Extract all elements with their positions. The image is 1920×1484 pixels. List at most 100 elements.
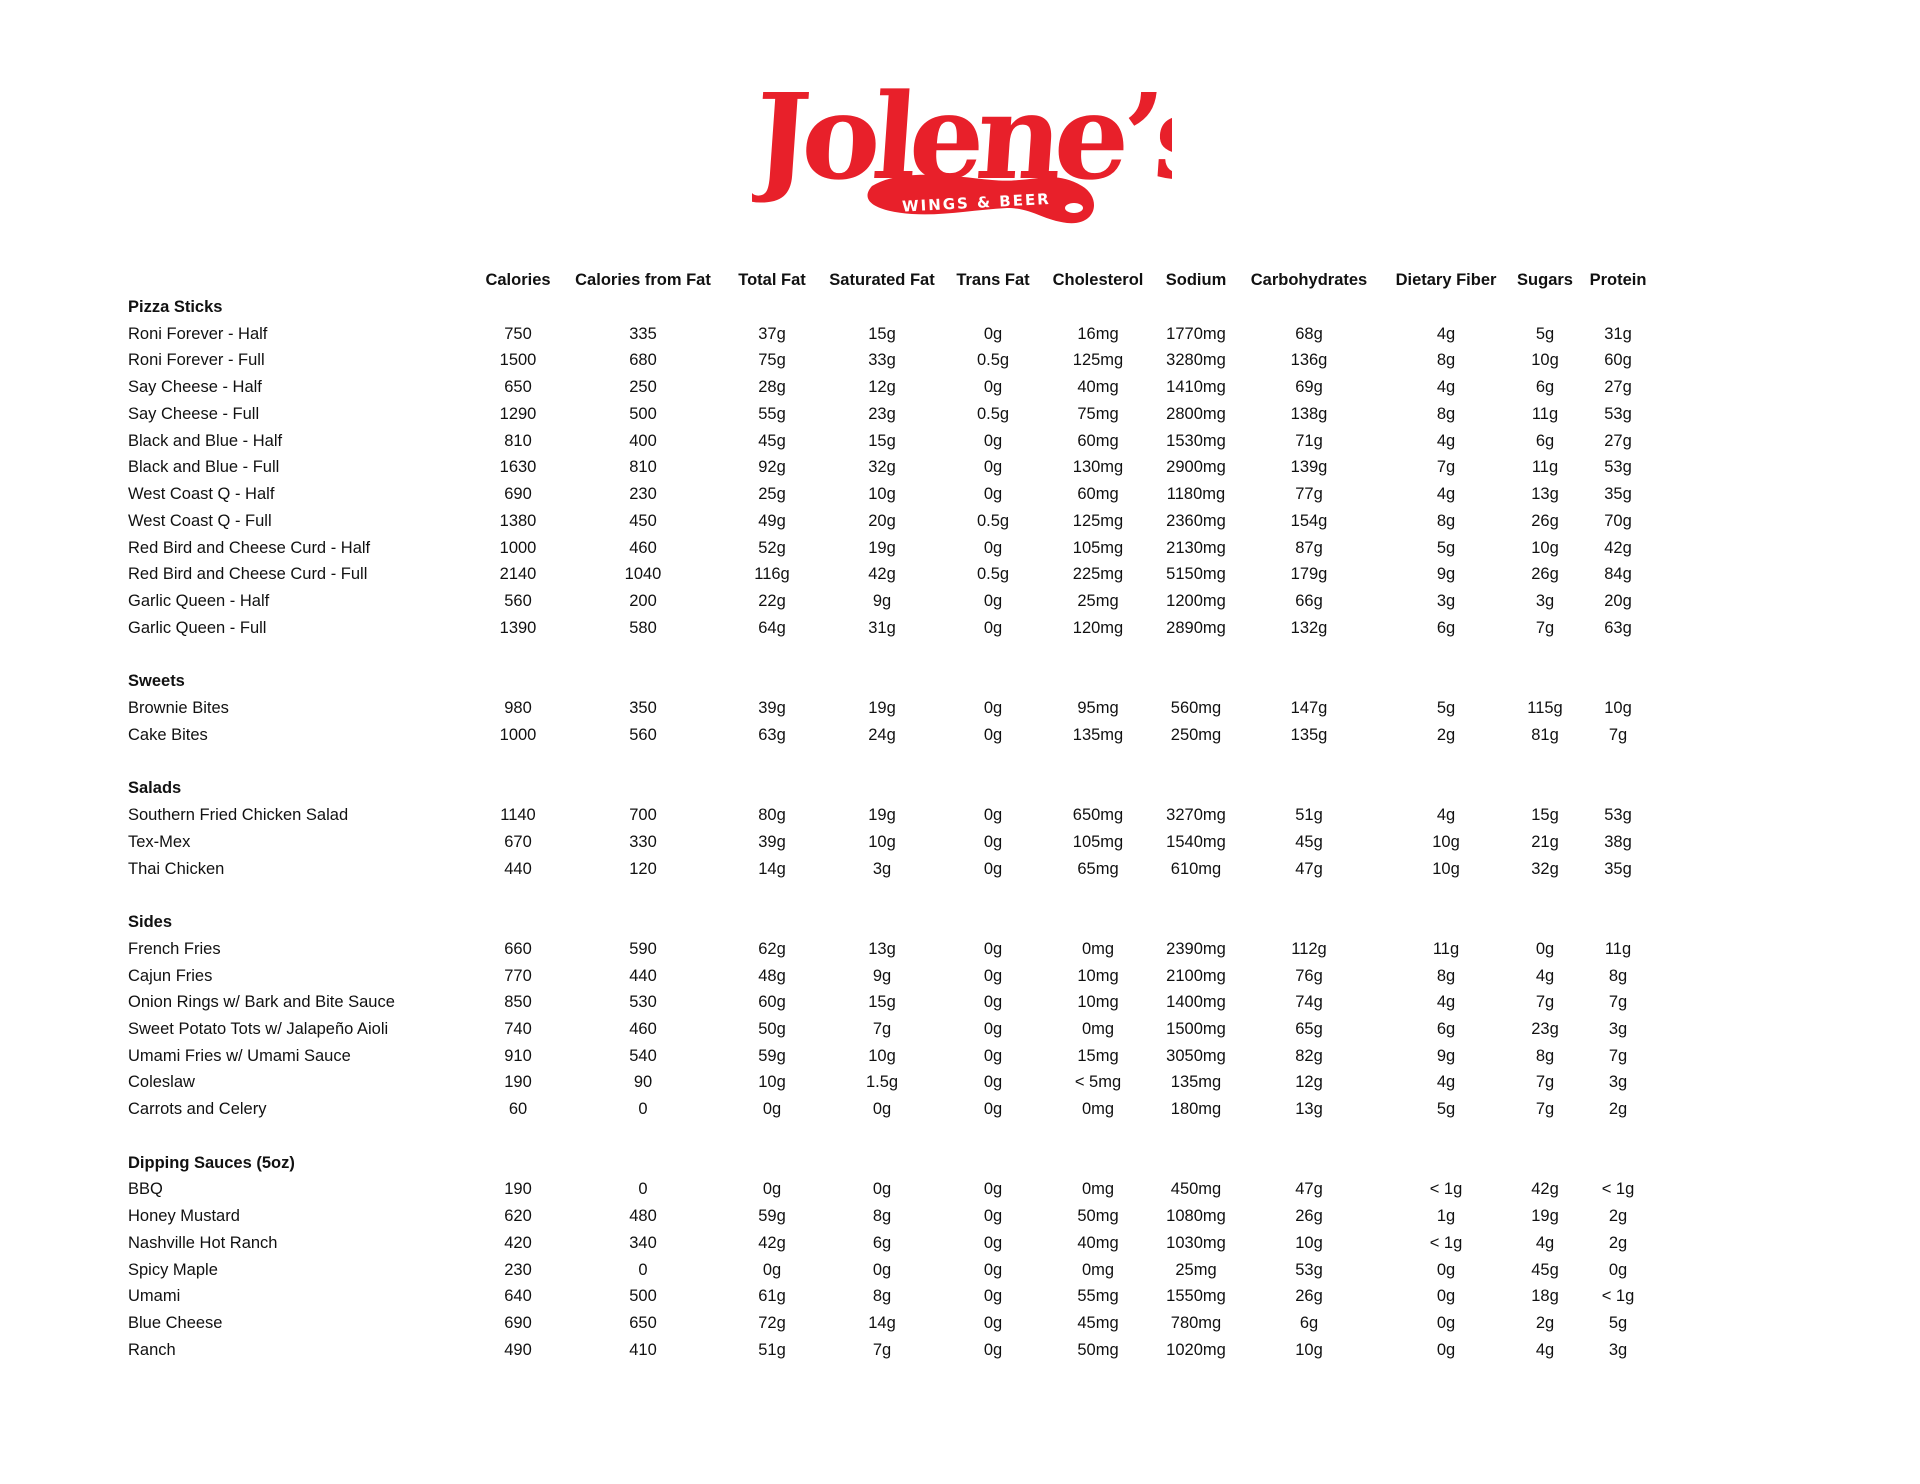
table-row: Red Bird and Cheese Curd - Full 2140 1040 1… xyxy=(0,561,1920,588)
item-value: 15g xyxy=(1531,806,1559,825)
item-value: 11g xyxy=(1432,939,1460,958)
item-value: 19g xyxy=(868,806,896,825)
item-value: 1040 xyxy=(624,565,662,584)
item-value: 112g xyxy=(1291,939,1327,958)
item-value: 5g xyxy=(1436,1100,1456,1119)
item-value: 0g xyxy=(983,859,1003,878)
item-value: 810 xyxy=(504,431,532,450)
item-name: Umami xyxy=(128,1287,181,1306)
item-value: 16mg xyxy=(1077,324,1119,343)
section-title: Pizza Sticks xyxy=(128,298,223,316)
item-value: 1200mg xyxy=(1166,592,1226,611)
item-value: 660 xyxy=(504,939,532,958)
item-value: 2100mg xyxy=(1166,966,1226,985)
item-value: 6g xyxy=(1299,1314,1319,1333)
table-row: Red Bird and Cheese Curd - Half 1000 460 52… xyxy=(0,535,1920,562)
item-value: < 1g xyxy=(1601,1180,1635,1199)
item-value: 1140 xyxy=(500,806,536,825)
table-row: Nashville Hot Ranch 420 340 42g 6g 0g 40mg 1030… xyxy=(0,1230,1920,1257)
item-value: 19g xyxy=(868,699,896,718)
item-value: 33g xyxy=(868,351,896,370)
item-value: 0g xyxy=(983,1207,1003,1226)
item-value: 1500 xyxy=(499,351,537,370)
item-value: 40mg xyxy=(1077,1233,1119,1252)
item-value: 0g xyxy=(1436,1260,1456,1279)
item-value: 650 xyxy=(629,1314,657,1333)
item-value: 8g xyxy=(1608,966,1628,985)
item-value: 11g xyxy=(1604,939,1632,958)
item-value: 11g xyxy=(1531,404,1559,423)
item-value: 0g xyxy=(983,1019,1003,1038)
item-value: 6g xyxy=(872,1233,892,1252)
column-header: Carbohydrates xyxy=(1250,271,1368,289)
table-row: Roni Forever - Full 1500 680 75g 33g 0.5g 125m… xyxy=(0,347,1920,374)
item-value: 136g xyxy=(1290,351,1328,370)
item-value: 8g xyxy=(1436,404,1456,423)
item-value: 0g xyxy=(983,1340,1003,1359)
item-value: 0g xyxy=(983,458,1003,477)
table-row: Sweet Potato Tots w/ Jalapeño Aioli 740 46… xyxy=(0,1016,1920,1043)
item-value: 3g xyxy=(1608,1019,1628,1038)
item-value: 2130mg xyxy=(1166,538,1226,557)
item-value: 6g xyxy=(1436,1019,1456,1038)
item-value: 560mg xyxy=(1170,699,1222,718)
item-value: 0g xyxy=(1535,939,1555,958)
item-value: 74g xyxy=(1295,993,1323,1012)
item-value: 12g xyxy=(868,378,896,397)
item-value: 2g xyxy=(1608,1100,1628,1119)
item-value: 0g xyxy=(983,832,1003,851)
item-value: 8g xyxy=(1436,511,1456,530)
item-value: 0g xyxy=(1436,1287,1456,1306)
item-value: 0g xyxy=(983,592,1003,611)
table-row: Southern Fried Chicken Salad 1140 700 80g 19… xyxy=(0,802,1920,829)
item-value: 105mg xyxy=(1072,832,1124,851)
item-value: 59g xyxy=(758,1046,786,1065)
item-value: 9g xyxy=(872,966,892,985)
item-value: 31g xyxy=(1604,324,1632,343)
table-row: Tex-Mex 670 330 39g 10g 0g 105mg 1540mg 45g 10g 21… xyxy=(0,829,1920,856)
item-value: 0.5g xyxy=(976,351,1010,370)
item-value: 3280mg xyxy=(1166,351,1226,370)
item-value: 190 xyxy=(504,1073,532,1092)
item-value: 47g xyxy=(1295,859,1323,878)
item-value: 0g xyxy=(983,939,1003,958)
item-value: 21g xyxy=(1531,832,1559,851)
table-row: BBQ 190 0 0g 0g 0g 0mg 450mg 47g < 1g 42g < 1g xyxy=(0,1176,1920,1203)
item-value: 62g xyxy=(758,939,786,958)
item-value: 23g xyxy=(1531,1019,1559,1038)
item-value: 147g xyxy=(1290,699,1328,718)
section-title: Salads xyxy=(128,779,182,798)
table-row: Umami 640 500 61g 8g 0g 55mg 1550mg 26g 0g 18g < 1g xyxy=(0,1283,1920,1310)
item-value: 0g xyxy=(983,1314,1003,1333)
item-value: 10g xyxy=(1432,832,1460,851)
jolenes-logo: Jolene’s WINGS & BEER xyxy=(752,67,1172,224)
item-value: 69g xyxy=(1295,378,1323,397)
item-value: 4g xyxy=(1535,966,1555,985)
item-value: 1390 xyxy=(499,618,537,637)
table-row: Coleslaw 190 90 10g 1.5g 0g < 5mg 135mg 12g 4g 7g 3… xyxy=(0,1069,1920,1096)
item-value: 76g xyxy=(1295,966,1323,985)
column-header: Cholesterol xyxy=(1052,271,1144,289)
item-value: 138g xyxy=(1290,404,1328,423)
item-name: Red Bird and Cheese Curd - Full xyxy=(128,565,368,584)
item-value: 7g xyxy=(1608,993,1628,1012)
item-value: 250 xyxy=(629,378,657,397)
item-value: 82g xyxy=(1295,1046,1323,1065)
table-row: Thai Chicken 440 120 14g 3g 0g 65mg 610mg 47g 10g… xyxy=(0,856,1920,883)
item-value: 1290 xyxy=(499,404,537,423)
item-value: 0g xyxy=(983,1180,1003,1199)
item-value: 10g xyxy=(868,485,896,504)
item-value: 3g xyxy=(1608,1073,1628,1092)
item-value: 50g xyxy=(758,1019,786,1038)
item-value: 0g xyxy=(872,1100,892,1119)
item-value: 0g xyxy=(983,725,1003,744)
item-value: 650mg xyxy=(1072,806,1124,825)
item-value: 450 xyxy=(629,511,657,530)
item-value: 1180mg xyxy=(1166,485,1226,504)
item-value: 9g xyxy=(1436,565,1456,584)
item-value: 135mg xyxy=(1072,725,1124,744)
table-row: Carrots and Celery 60 0 0g 0g 0g 0mg 180mg 13g 5g… xyxy=(0,1096,1920,1123)
item-value: 53g xyxy=(1604,404,1632,423)
item-value: 90 xyxy=(633,1073,653,1092)
item-value: 0g xyxy=(872,1260,892,1279)
